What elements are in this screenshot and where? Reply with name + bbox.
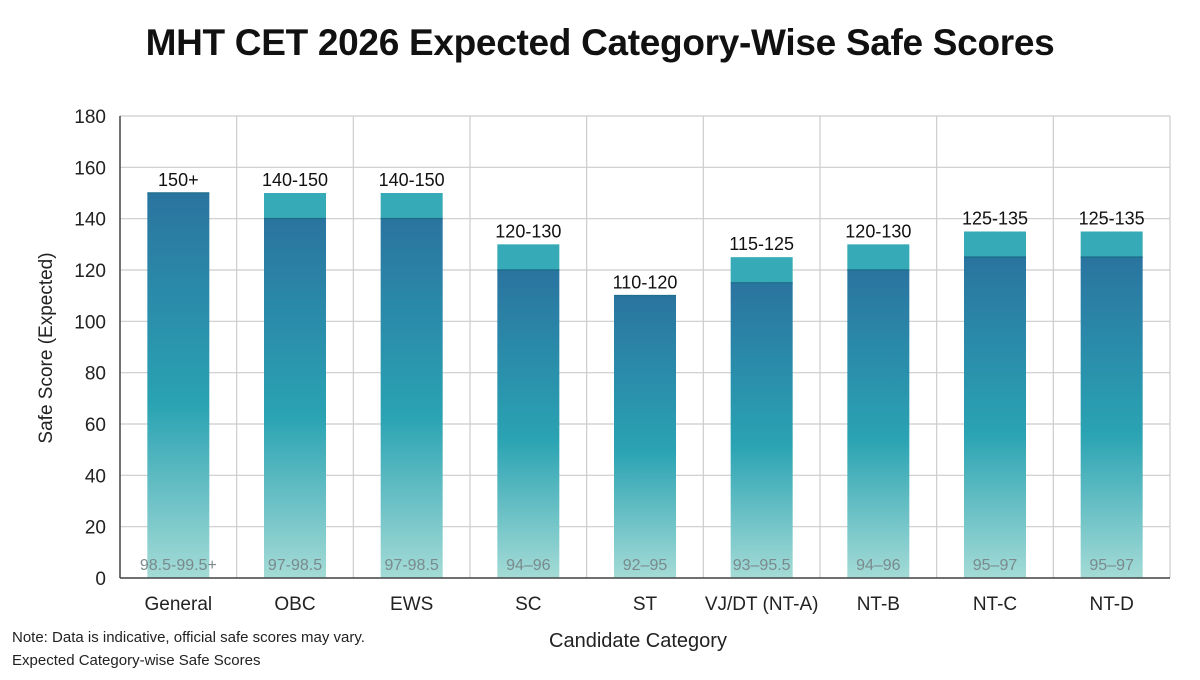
y-tick-label: 180 xyxy=(74,107,106,128)
x-tick-label: NT-C xyxy=(973,594,1017,615)
bar xyxy=(380,218,443,578)
x-tick-label: ST xyxy=(633,594,658,615)
bar-value-label: 125-135 xyxy=(1079,209,1145,229)
y-tick-label: 40 xyxy=(85,466,106,487)
x-tick-label: VJ/DT (NT-A) xyxy=(705,594,819,615)
bar-value-label: 125-135 xyxy=(962,209,1028,229)
bar xyxy=(264,218,326,578)
y-tick-label: 80 xyxy=(85,364,106,385)
bar-percentile-label: 94–96 xyxy=(856,557,901,574)
bars xyxy=(147,192,1143,578)
bar-percentile-label: 92–95 xyxy=(623,557,668,574)
x-tick-label: SC xyxy=(515,594,541,615)
bar-percentile-label: 98.5-99.5+ xyxy=(140,557,217,574)
bar-range-cap xyxy=(380,193,443,219)
bar-range-cap xyxy=(964,231,1026,258)
note-text: Note: Data is indicative, official safe … xyxy=(12,629,365,646)
bar xyxy=(497,270,560,578)
axes: 0 20 40 60 80 100 120 140 160 180 General OBC EWS SC S… xyxy=(74,107,1170,615)
bar-percentile-label: 95–97 xyxy=(973,557,1018,574)
bar-value-label: 120-130 xyxy=(495,221,561,241)
y-tick-label: 140 xyxy=(74,210,106,231)
bar-percentile-label: 97-98.5 xyxy=(268,557,322,574)
x-tick-label: OBC xyxy=(274,594,315,615)
bar-value-label: 120-130 xyxy=(845,221,911,241)
y-tick-label: 60 xyxy=(85,415,106,436)
bar-value-label: 150+ xyxy=(158,170,199,190)
bar-range-cap xyxy=(847,244,910,270)
bar-value-label: 140-150 xyxy=(262,170,328,190)
bar-percentile-label: 95–97 xyxy=(1089,557,1134,574)
bar-value-label: 140-150 xyxy=(379,170,445,190)
chart-title: MHT CET 2026 Expected Category-Wise Safe… xyxy=(145,22,1055,63)
bar-range-cap xyxy=(730,257,793,283)
bar-percentile-label: 93–95.5 xyxy=(733,557,791,574)
bar-value-label: 115-125 xyxy=(729,234,794,254)
note-subtitle: Expected Category-wise Safe Scores xyxy=(12,652,261,669)
y-axis-label: Safe Score (Expected) xyxy=(36,252,57,443)
bar xyxy=(614,295,676,578)
data-labels: 150+ 98.5-99.5+ 140-150 97-98.5 140-150 97-98… xyxy=(140,170,1145,574)
bar xyxy=(964,257,1026,578)
bar xyxy=(147,193,210,578)
x-tick-label: General xyxy=(145,594,213,615)
x-tick-label: NT-D xyxy=(1090,594,1134,615)
x-axis-label: Candidate Category xyxy=(549,630,727,652)
y-tick-label: 100 xyxy=(74,312,106,333)
bar-value-label: 110-120 xyxy=(613,273,678,293)
y-tick-label: 160 xyxy=(74,158,106,179)
y-tick-label: 120 xyxy=(74,261,106,282)
x-tick-label: NT-B xyxy=(857,594,900,615)
bar-range-cap xyxy=(497,244,560,270)
bar xyxy=(1080,257,1143,578)
y-tick-label: 20 xyxy=(85,518,106,539)
bar xyxy=(730,282,793,578)
bar-percentile-label: 94–96 xyxy=(506,557,551,574)
bar-percentile-label: 97-98.5 xyxy=(385,557,439,574)
bar xyxy=(847,270,910,578)
bar-range-cap xyxy=(1080,231,1143,258)
x-tick-label: EWS xyxy=(390,594,433,615)
y-tick-label: 0 xyxy=(95,569,106,590)
bar-range-cap xyxy=(264,193,326,219)
